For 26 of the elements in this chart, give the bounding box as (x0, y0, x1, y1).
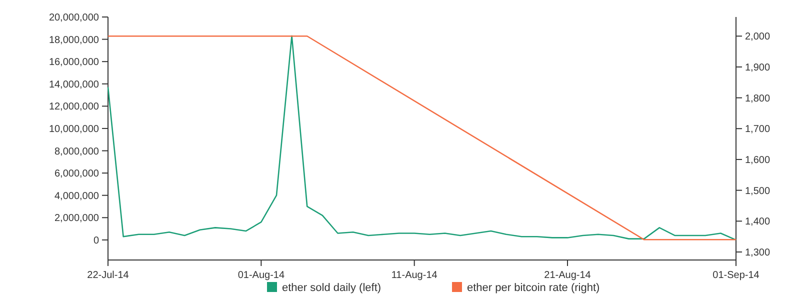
x-tick-label: 01-Aug-14 (238, 270, 285, 281)
y-tick-label: 18,000,000 (48, 34, 100, 46)
y-tick-label: 6,000,000 (54, 168, 100, 180)
y2-tick-label: 1,300 (745, 247, 770, 258)
y-tick-label: 4,000,000 (54, 190, 100, 202)
y-tick-label: 16,000,000 (48, 57, 100, 68)
x-tick-label: 21-Aug-14 (544, 270, 592, 281)
y-tick-label: 0 (93, 235, 100, 246)
y-tick-label: 2,000,000 (54, 213, 100, 224)
legend-label: ether sold daily (left) (282, 282, 382, 294)
y-tick-label: 20,000,000 (48, 12, 100, 24)
y2-tick-label: 1,500 (745, 186, 770, 197)
y-tick-label: 14,000,000 (48, 79, 100, 90)
y-tick-label: 12,000,000 (48, 102, 100, 113)
y2-tick-label: 1,700 (745, 124, 770, 136)
x-tick-label: 01-Sep-14 (712, 270, 760, 281)
x-tick-label: 11-Aug-14 (391, 270, 438, 281)
y2-tick-label: 1,800 (745, 93, 770, 104)
x-tick-label: 22-Jul-14 (87, 270, 130, 281)
y2-tick-label: 1,900 (745, 62, 770, 74)
legend-label: ether per bitcoin rate (right) (467, 282, 600, 294)
y-tick-label: 8,000,000 (54, 146, 100, 158)
y2-tick-label: 1,600 (745, 154, 770, 166)
y2-tick-label: 1,400 (745, 216, 770, 228)
y-tick-label: 10,000,000 (48, 124, 100, 135)
y2-tick-label: 2,000 (745, 32, 770, 43)
